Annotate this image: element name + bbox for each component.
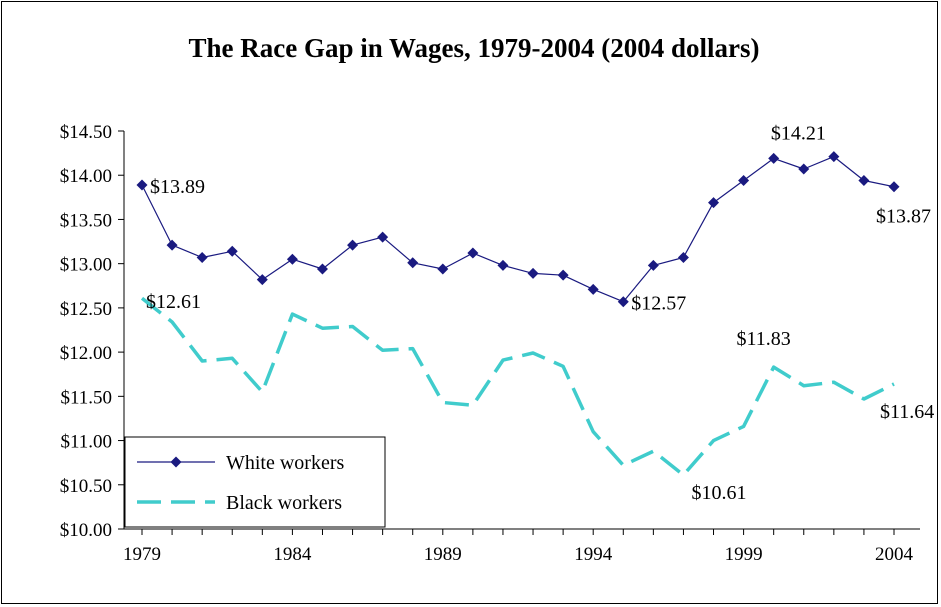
y-tick-label: $13.50 <box>60 210 112 231</box>
data-point-white-workers <box>828 151 840 163</box>
x-tick-label: 1984 <box>273 544 312 565</box>
data-point-white-workers <box>467 247 479 259</box>
data-label: $12.61 <box>146 291 201 313</box>
data-point-white-workers <box>738 175 750 187</box>
y-tick-label: $14.00 <box>60 166 112 187</box>
legend-marker-white-workers <box>170 456 182 468</box>
y-tick-label: $13.00 <box>60 255 112 276</box>
data-point-white-workers <box>377 231 389 243</box>
y-tick-label: $14.50 <box>60 122 112 143</box>
data-point-white-workers <box>798 163 810 175</box>
annotation-layer: $13.89 $12.57 $14.21 $13.87 $12.61 $10.61 $11.… <box>146 123 934 504</box>
data-point-white-workers <box>527 267 539 279</box>
series-line-white-workers <box>141 156 895 303</box>
series-line-black-workers <box>140 296 895 477</box>
data-point-white-workers <box>407 257 419 269</box>
legend: White workers Black workers <box>124 436 386 528</box>
data-point-white-workers <box>196 251 208 263</box>
data-point-white-workers <box>256 274 268 286</box>
y-tick-label: $11.00 <box>60 432 112 453</box>
data-point-white-workers <box>166 239 178 251</box>
axes: $10.00 $10.50 $11.00 $11.50 $12.00 $12.50 $13.… <box>60 122 920 565</box>
x-tick-label: 1989 <box>424 544 462 565</box>
data-point-white-workers <box>708 197 720 209</box>
data-label: $11.83 <box>737 328 791 350</box>
data-point-white-workers <box>497 259 509 271</box>
y-tick-label: $11.50 <box>60 387 112 408</box>
data-point-white-workers <box>226 245 238 257</box>
data-point-white-workers <box>768 152 780 164</box>
data-point-white-workers <box>647 259 659 271</box>
data-point-white-workers <box>677 251 689 263</box>
data-label: $10.61 <box>691 482 746 504</box>
data-point-white-workers <box>858 175 870 187</box>
data-label: $14.21 <box>771 123 826 145</box>
data-point-white-workers <box>587 283 599 295</box>
data-point-white-workers <box>316 263 328 275</box>
data-label: $12.57 <box>631 293 686 315</box>
legend-box <box>124 436 386 528</box>
x-tick-label: 1979 <box>123 544 161 565</box>
legend-label-black-workers: Black workers <box>226 492 342 514</box>
data-point-white-workers <box>347 239 359 251</box>
data-point-white-workers <box>888 181 900 193</box>
data-point-white-workers <box>437 263 449 275</box>
legend-label-white-workers: White workers <box>226 452 345 474</box>
y-tick-label: $10.00 <box>60 520 112 541</box>
data-point-white-workers <box>286 253 298 265</box>
data-point-white-workers <box>617 296 629 308</box>
y-tick-label: $12.00 <box>60 343 112 364</box>
data-label: $11.64 <box>880 401 934 423</box>
x-tick-label: 2004 <box>875 544 914 565</box>
data-label: $13.87 <box>876 206 931 228</box>
chart-title: The Race Gap in Wages, 1979-2004 (2004 d… <box>188 33 759 63</box>
data-point-white-workers <box>557 269 569 281</box>
x-tick-label: 1999 <box>725 544 763 565</box>
y-tick-label: $12.50 <box>60 299 112 320</box>
y-tick-label: $10.50 <box>60 476 112 497</box>
x-tick-label: 1994 <box>574 544 613 565</box>
data-label: $13.89 <box>150 176 205 198</box>
series-layer <box>136 151 900 477</box>
data-point-white-workers <box>136 179 148 191</box>
